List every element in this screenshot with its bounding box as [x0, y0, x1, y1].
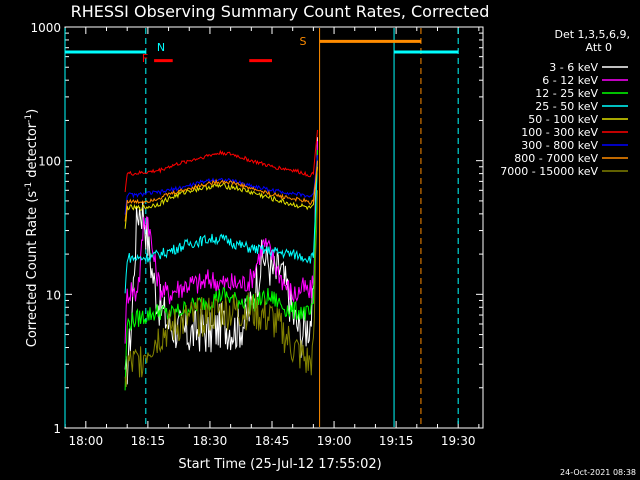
legend-label: 300 - 800 keV: [521, 139, 598, 152]
marker-vertical-lines: [64, 28, 459, 427]
x-axis-label: Start Time (25-Jul-12 17:55:02): [178, 457, 381, 472]
annotation-n: N: [157, 41, 165, 54]
legend-label: 12 - 25 keV: [535, 87, 598, 100]
y-tick-label: 1: [53, 422, 61, 436]
y-axis-label-sup1: -1: [24, 182, 34, 191]
y-axis-label-sup2: -1: [24, 114, 34, 123]
y-tick-label: 100: [38, 155, 61, 169]
x-tick-label: 19:00: [317, 434, 352, 448]
legend-label: 7000 - 15000 keV: [500, 165, 598, 178]
x-tick-label: 18:00: [69, 434, 104, 448]
x-tick-label: 18:30: [193, 434, 228, 448]
x-tick-label: 18:45: [255, 434, 290, 448]
legend-label: 6 - 12 keV: [542, 74, 598, 87]
series-lines: [124, 129, 318, 391]
series-line-5: [124, 129, 318, 193]
series-line-2: [124, 150, 318, 391]
annotation-s: S: [300, 35, 307, 48]
y-axis-label-part2: detector: [25, 122, 40, 182]
legend-label: 50 - 100 keV: [528, 113, 598, 126]
x-axis-ticks: 18:00 18:15 18:30 18:45 19:00 19:15 19:30: [64, 27, 480, 448]
footer-date: 24-Oct-2021 08:38: [560, 468, 636, 477]
y-tick-label: 10: [46, 288, 61, 302]
legend-label: 3 - 6 keV: [549, 61, 598, 74]
legend-header-line2: Att 0: [586, 41, 612, 54]
marker-flag-bars: [65, 39, 459, 63]
series-line-0: [124, 137, 318, 385]
series-line-6: [124, 155, 318, 215]
series-line-1: [124, 141, 318, 344]
x-tick-label: 19:30: [441, 434, 476, 448]
x-tick-label: 18:15: [131, 434, 166, 448]
y-axis-label: Corrected Count Rate (s-1 detector-1): [24, 109, 40, 347]
y-axis-ticks: 1 10 100 1000: [30, 21, 483, 436]
series-line-3: [124, 160, 318, 294]
legend-label: 100 - 300 keV: [521, 126, 598, 139]
y-axis-label-part1: Corrected Count Rate (s: [25, 191, 40, 348]
legend-header-line1: Det 1,3,5,6,9,: [554, 28, 630, 41]
x-tick-label: 19:15: [379, 434, 414, 448]
series-line-4: [124, 166, 318, 229]
chart-title: RHESSI Observing Summary Count Rates, Co…: [71, 2, 490, 21]
legend-label: 800 - 7000 keV: [514, 152, 598, 165]
y-tick-label: 1000: [30, 21, 61, 35]
series-line-7: [124, 160, 318, 222]
y-axis-label-part3: ): [25, 109, 40, 114]
series-line-8: [124, 190, 318, 388]
annotation-f: F: [142, 52, 148, 65]
legend-label: 25 - 50 keV: [535, 100, 598, 113]
